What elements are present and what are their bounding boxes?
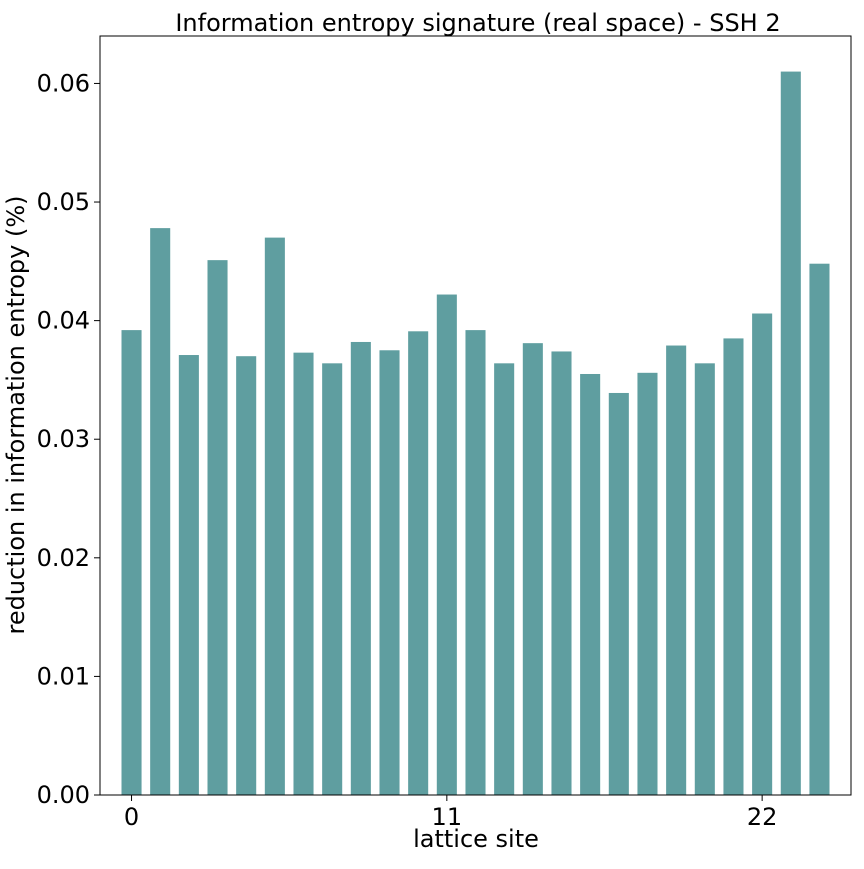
y-axis-label: reduction in information entropy (%) [2,195,30,634]
bar-site-23 [780,71,801,795]
y-tick-label: 0.03 [37,425,90,453]
y-axis: 0.00 0.01 0.02 0.03 0.04 0.05 0.06 [37,69,100,809]
bar-site-12 [465,330,486,795]
bar-site-6 [293,352,314,795]
y-tick-label: 0.04 [37,307,90,335]
x-tick-label: 22 [747,803,778,831]
bar-site-21 [723,338,744,795]
chart-title: Information entropy signature (real spac… [175,9,780,37]
x-axis: 0 11 22 [124,795,778,831]
y-tick-label: 0.01 [37,662,90,690]
y-tick-label: 0.06 [37,69,90,97]
bars-layer [121,71,830,796]
bar-site-15 [551,351,572,795]
bar-site-13 [494,363,515,795]
y-tick-label: 0.05 [37,188,90,216]
bar-site-16 [580,373,601,795]
bar-site-17 [608,392,629,795]
bar-site-14 [522,343,543,795]
y-tick-label: 0.00 [37,781,90,809]
bar-site-3 [207,260,228,795]
y-tick-label: 0.02 [37,544,90,572]
bar-site-0 [121,330,142,795]
bar-site-22 [752,313,773,795]
x-tick-label: 0 [124,803,139,831]
bar-site-8 [350,341,371,795]
x-tick-label: 11 [432,803,463,831]
bar-site-10 [408,331,429,795]
bar-site-20 [694,363,715,795]
bar-site-11 [436,294,457,795]
x-axis-label: lattice site [413,825,539,853]
bar-site-9 [379,350,400,795]
bar-site-7 [322,363,343,795]
bar-site-4 [236,356,257,795]
bar-site-18 [637,372,658,795]
bar-site-5 [264,237,285,796]
bar-site-2 [178,355,199,795]
bar-site-1 [150,228,171,795]
bar-site-19 [666,345,687,795]
plot-frame [99,35,852,796]
bar-site-24 [809,263,830,795]
